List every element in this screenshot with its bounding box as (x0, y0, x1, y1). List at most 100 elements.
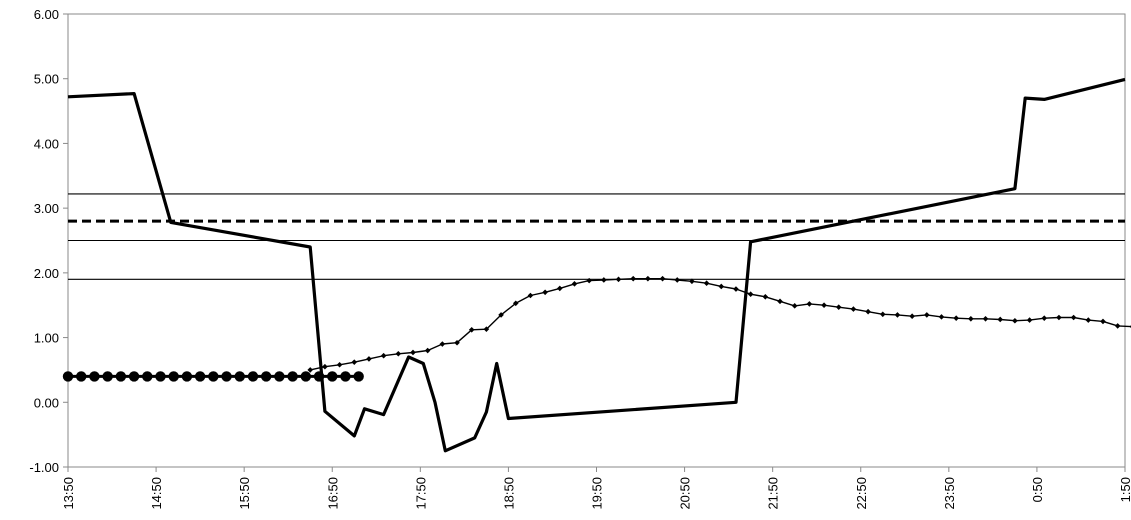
series-point (630, 275, 637, 282)
series-point (1012, 317, 1018, 324)
series-point (194, 371, 206, 382)
x-tick-label: 21:50 (766, 477, 781, 510)
series-point (380, 352, 387, 359)
series-point (410, 349, 416, 356)
series-point (307, 367, 314, 373)
reference-lines (68, 193, 1125, 280)
series-point (322, 363, 328, 370)
series-group (62, 77, 1131, 453)
x-tick-label: 19:50 (590, 477, 605, 510)
series-point (997, 316, 1004, 323)
x-tick-label: 18:50 (501, 477, 516, 510)
x-tick-label: 22:50 (854, 477, 869, 510)
y-tick-label: 4.00 (34, 136, 59, 151)
series-point (234, 371, 245, 382)
series-point (747, 291, 754, 298)
x-tick-label: 17:50 (413, 477, 428, 510)
series-point (659, 275, 666, 282)
series-point (879, 311, 886, 318)
series-point (424, 347, 431, 354)
series-point (1026, 317, 1033, 323)
series-point (894, 312, 901, 318)
series-point (909, 313, 915, 320)
series-point (181, 371, 193, 382)
series-point (512, 300, 519, 307)
y-tick-label: -1.00 (29, 460, 59, 475)
series-point (615, 276, 622, 283)
series-point (260, 371, 272, 382)
y-tick-label: 6.00 (34, 7, 59, 22)
series-point (115, 371, 127, 382)
series-point (674, 277, 681, 283)
series-point (527, 292, 534, 299)
series-point (1056, 314, 1062, 321)
series-point (821, 302, 827, 309)
series-point (142, 371, 153, 382)
series-point (571, 281, 578, 287)
series-point (336, 361, 343, 368)
series-point (102, 371, 113, 382)
series-point (340, 371, 351, 382)
series-point (953, 315, 959, 321)
series-point (483, 326, 490, 332)
x-tick-label: 14:50 (149, 477, 164, 510)
series-point (454, 339, 460, 346)
series-point (155, 371, 166, 382)
series-point (586, 277, 592, 284)
y-tick-label: 0.00 (34, 395, 59, 410)
series-point (208, 371, 219, 382)
series-point (938, 314, 945, 320)
series-point (556, 285, 563, 292)
x-tick-label: 20:50 (678, 477, 693, 510)
y-tick-label: 1.00 (34, 331, 59, 346)
series-point (542, 289, 548, 296)
series-point (689, 278, 695, 285)
series-point (76, 371, 87, 382)
series-point (791, 303, 798, 309)
series-point (1114, 323, 1121, 329)
x-tick-label: 16:50 (325, 477, 340, 510)
series-point (351, 359, 358, 365)
series-point (247, 371, 259, 382)
series-point (168, 371, 179, 382)
series-point (89, 371, 100, 382)
series-point (968, 316, 974, 322)
series-line (310, 278, 1131, 371)
series-point (601, 277, 607, 283)
x-tick-label: 23:50 (942, 477, 957, 510)
series-point (287, 371, 298, 382)
series-point (395, 350, 402, 357)
series-point (1070, 314, 1077, 321)
series-point (806, 301, 813, 307)
x-tick-label: 0:50 (1030, 477, 1045, 502)
series-point (1041, 315, 1048, 321)
series-point (327, 371, 338, 382)
series-point (62, 371, 74, 382)
series-point (353, 371, 364, 382)
series-point (718, 283, 725, 290)
series-point (924, 312, 930, 318)
x-tick-label: 13:50 (61, 477, 76, 510)
y-tick-label: 5.00 (34, 72, 59, 87)
series-point (982, 316, 989, 322)
x-tick-label: 1:50 (1118, 477, 1131, 502)
series-point (221, 371, 232, 382)
series-point (468, 327, 475, 333)
tick-labels: -1.00 0.00 1.00 2.00 3.00 4.00 5.00 6.00 13:50 14… (29, 7, 1131, 510)
series-point (1085, 317, 1092, 323)
series-point (1100, 318, 1106, 325)
series-point (703, 280, 710, 287)
series-point (835, 304, 842, 310)
series-point (300, 371, 312, 382)
series-point (366, 356, 372, 362)
y-tick-label: 2.00 (34, 266, 59, 281)
series-point (777, 298, 783, 305)
series-line (67, 77, 1126, 453)
axes (63, 13, 1126, 472)
x-tick-label: 15:50 (237, 477, 252, 510)
series-point (733, 286, 739, 292)
series-point (850, 306, 857, 312)
series-point (645, 275, 651, 282)
